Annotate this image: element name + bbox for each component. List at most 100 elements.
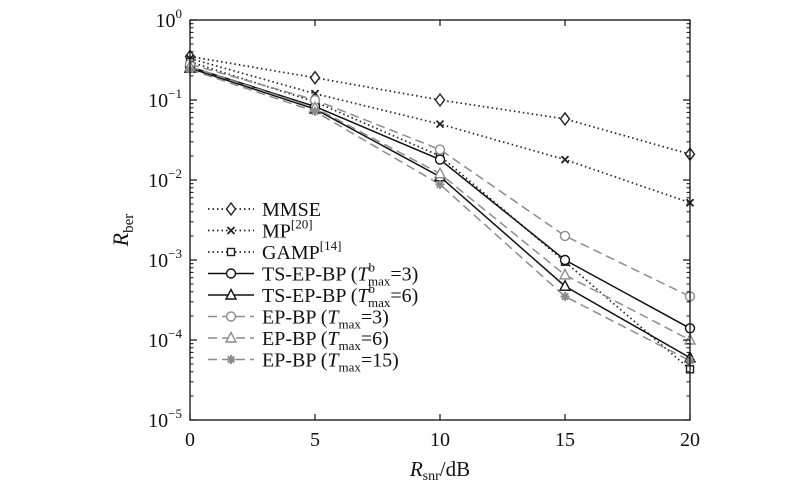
legend-marker-epbp6 [224, 330, 238, 343]
x-tick-label: 20 [680, 429, 700, 451]
legend-label-mmse: MMSE [262, 199, 321, 221]
data-point-epbp15-3 [560, 291, 570, 301]
legend-text-part: b [369, 281, 376, 296]
x-tick-label: 0 [185, 429, 195, 451]
legend-text-part: max [339, 338, 362, 353]
legend-text-part: MMSE [262, 199, 321, 221]
legend-text-part: T [357, 264, 370, 286]
legend-text-part: max [339, 360, 362, 375]
y-tick-exponent: −1 [168, 86, 182, 101]
legend-marker-gamp [226, 247, 236, 257]
y-tick-label: 10−2 [148, 166, 182, 192]
series-line-epbp3 [189, 63, 691, 298]
y-tick-label: 100 [156, 6, 183, 32]
legend-label-epbp3: EP-BP (Tmax=3) [262, 307, 389, 332]
y-tick-label: 10−3 [148, 246, 182, 272]
data-point-mp-2 [435, 119, 445, 129]
legend-marker-tsepbp3 [225, 268, 237, 279]
y-tick-exponent: −5 [168, 406, 182, 421]
legend-text-part: EP-BP ( [262, 350, 328, 372]
legend-item-tsepbp3: TS-EP-BP (Tb max=3) [208, 260, 418, 289]
x-axis-label: Rsnr/dB [409, 457, 470, 484]
series-line-gamp [189, 61, 691, 370]
y-tick-base: 10 [148, 170, 168, 192]
legend-text-part: max [368, 295, 391, 310]
y-tick-label: 10−1 [148, 86, 182, 112]
series-line-mp [189, 57, 691, 204]
legend-text-part: T [357, 285, 370, 307]
legend-marker-epbp15 [226, 355, 236, 364]
data-point-tsepbp3-2 [434, 154, 446, 165]
data-point-epbp6-2 [433, 166, 447, 179]
data-point-epbp3-3 [559, 230, 571, 242]
legend-text-part: EP-BP ( [262, 307, 328, 329]
y-tick-base: 10 [148, 410, 168, 432]
legend-item-epbp6: EP-BP (Tmax=6) [208, 328, 389, 353]
y-tick-label: 10−5 [148, 406, 182, 432]
legend-text-part: T [327, 350, 340, 372]
legend-text-part: MP [262, 221, 291, 243]
legend-item-epbp3: EP-BP (Tmax=3) [208, 307, 389, 332]
y-axis-label-sub: ber [121, 214, 137, 233]
legend-label-gamp: GAMP[14] [262, 238, 341, 264]
data-point-tsepbp6-3 [558, 279, 572, 291]
data-point-mp-3 [560, 155, 570, 164]
legend-label-epbp6: EP-BP (Tmax=6) [262, 328, 389, 353]
y-tick-base: 10 [148, 90, 168, 112]
legend-label-tsepbp3: TS-EP-BP (Tb max=3) [262, 260, 418, 289]
data-point-tsepbp3-3 [559, 254, 571, 266]
legend-item-epbp15: EP-BP (Tmax=15) [208, 350, 399, 375]
legend-text-part: =15) [361, 350, 399, 372]
legend-text-part: =3) [361, 307, 389, 329]
legend-text-part: max [368, 274, 391, 289]
legend-text-part: max [339, 317, 362, 332]
legend-text-part: EP-BP ( [262, 328, 328, 350]
data-point-epbp15-1 [310, 106, 320, 116]
legend-text-part: =6) [361, 328, 389, 350]
legend-marker-mmse [225, 201, 237, 217]
legend-text-part: T [327, 307, 340, 329]
y-tick-exponent: 0 [176, 6, 183, 21]
series-line-epbp15 [189, 68, 691, 362]
series-line-mmse [189, 55, 691, 156]
data-point-epbp15-2 [435, 179, 445, 189]
x-tick-label: 15 [555, 429, 575, 451]
legend-marker-epbp3 [225, 311, 237, 322]
legend-item-mp: MP[20] [208, 217, 313, 243]
legend-text-part: GAMP [262, 242, 320, 264]
x-axis-label-sub: snr [423, 469, 440, 484]
legend-marker-tsepbp6 [224, 287, 238, 300]
legend-text-part: T [327, 328, 340, 350]
x-axis-label-unit: /dB [440, 457, 470, 481]
data-point-epbp6-3 [558, 267, 572, 280]
y-tick-base: 10 [148, 250, 168, 272]
y-tick-label: 10−4 [148, 326, 182, 352]
data-point-mmse-2 [434, 92, 446, 108]
legend-label-mp: MP[20] [262, 217, 313, 243]
y-tick-base: 10 [156, 10, 176, 32]
y-tick-exponent: −2 [168, 166, 182, 181]
y-tick-exponent: −3 [168, 246, 182, 261]
legend-text-part: TS-EP-BP ( [262, 264, 358, 286]
legend-text-part: TS-EP-BP ( [262, 285, 358, 307]
legend-text-part: b [369, 260, 376, 275]
y-tick-base: 10 [148, 330, 168, 352]
legend-marker-mp [226, 226, 236, 235]
x-tick-label: 10 [430, 429, 450, 451]
y-tick-exponent: −4 [168, 326, 182, 341]
legend-text-part: [20] [291, 217, 313, 232]
x-axis-label-main: R [409, 457, 423, 481]
x-tick-label: 5 [310, 429, 320, 451]
x-axis-ticks: 0 5 10 15 20 [185, 20, 700, 451]
legend-item-gamp: GAMP[14] [208, 238, 341, 264]
legend-text-part: =6) [390, 285, 418, 307]
legend-item-tsepbp6: TS-EP-BP (Tb max=6) [208, 281, 418, 310]
y-axis-label-main: R [108, 232, 133, 247]
legend-text-part: [14] [320, 238, 342, 253]
data-point-mmse-3 [559, 111, 571, 127]
legend-label-tsepbp6: TS-EP-BP (Tb max=6) [262, 281, 418, 310]
data-point-mmse-1 [309, 70, 321, 85]
